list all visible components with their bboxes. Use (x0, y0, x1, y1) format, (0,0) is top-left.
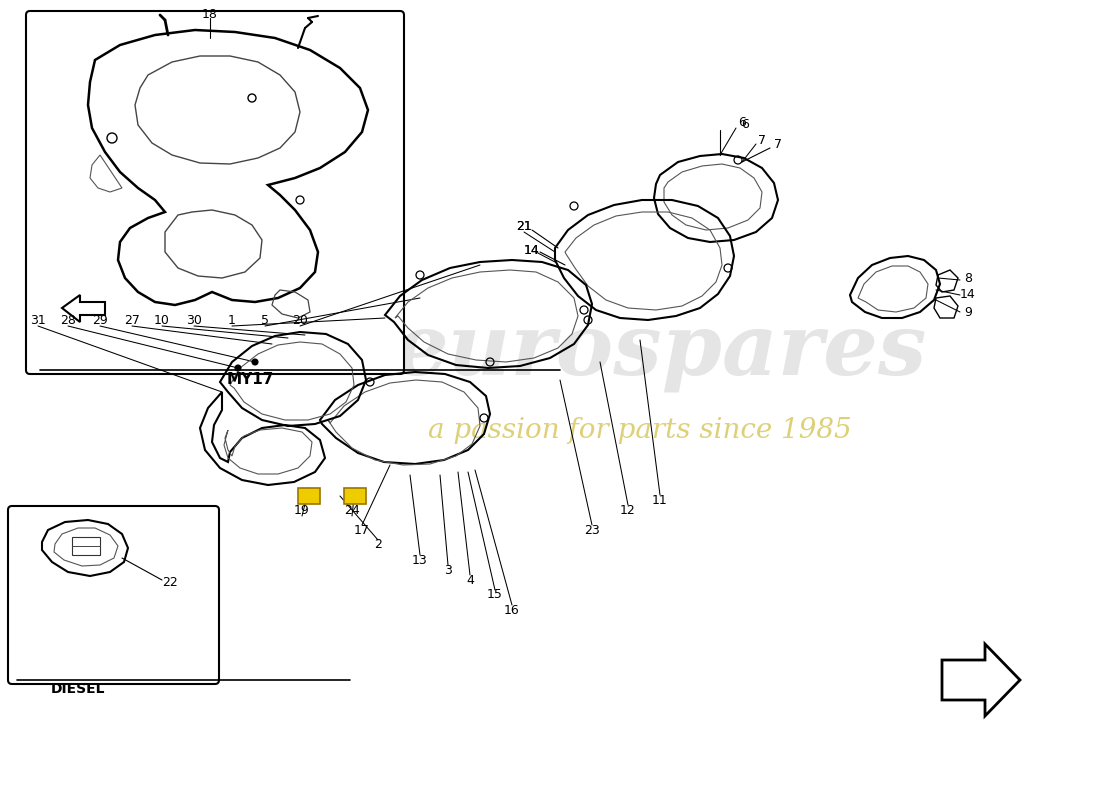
Text: DIESEL: DIESEL (51, 682, 106, 696)
Text: 18: 18 (202, 7, 218, 21)
FancyBboxPatch shape (26, 11, 404, 374)
Text: 14: 14 (524, 243, 540, 257)
Text: 4: 4 (466, 574, 474, 586)
Text: 21: 21 (516, 219, 532, 233)
Text: 28: 28 (60, 314, 76, 326)
Bar (344, 488, 366, 504)
Text: 31: 31 (30, 314, 46, 326)
Text: 13: 13 (412, 554, 428, 566)
Text: 10: 10 (154, 314, 169, 326)
Text: 22: 22 (162, 577, 178, 590)
Text: 6: 6 (741, 118, 749, 131)
Text: 20: 20 (293, 314, 308, 326)
Text: 21: 21 (516, 219, 532, 233)
Text: a passion for parts since 1985: a passion for parts since 1985 (428, 417, 851, 443)
Text: 30: 30 (186, 314, 202, 326)
Text: 27: 27 (124, 314, 140, 326)
Text: 6: 6 (738, 115, 746, 129)
Text: 23: 23 (584, 523, 600, 537)
Circle shape (235, 365, 241, 371)
Bar (298, 488, 320, 504)
Text: 9: 9 (964, 306, 972, 318)
FancyBboxPatch shape (8, 506, 219, 684)
Text: 14: 14 (524, 243, 540, 257)
Circle shape (252, 359, 258, 365)
Text: 3: 3 (444, 563, 452, 577)
Text: 5: 5 (261, 314, 270, 326)
Text: 11: 11 (652, 494, 668, 506)
Text: 15: 15 (487, 589, 503, 602)
Text: eurospares: eurospares (394, 308, 926, 392)
Text: 24: 24 (344, 503, 360, 517)
Text: 8: 8 (964, 271, 972, 285)
Text: 1: 1 (228, 314, 235, 326)
Text: 29: 29 (92, 314, 108, 326)
Text: MY17: MY17 (227, 372, 274, 387)
Text: 14: 14 (960, 289, 976, 302)
Text: 16: 16 (504, 603, 520, 617)
Text: 7: 7 (758, 134, 766, 146)
Text: 19: 19 (294, 503, 310, 517)
Text: 2: 2 (374, 538, 382, 551)
Text: 17: 17 (354, 523, 370, 537)
Text: 12: 12 (620, 503, 636, 517)
Text: 7: 7 (774, 138, 782, 151)
